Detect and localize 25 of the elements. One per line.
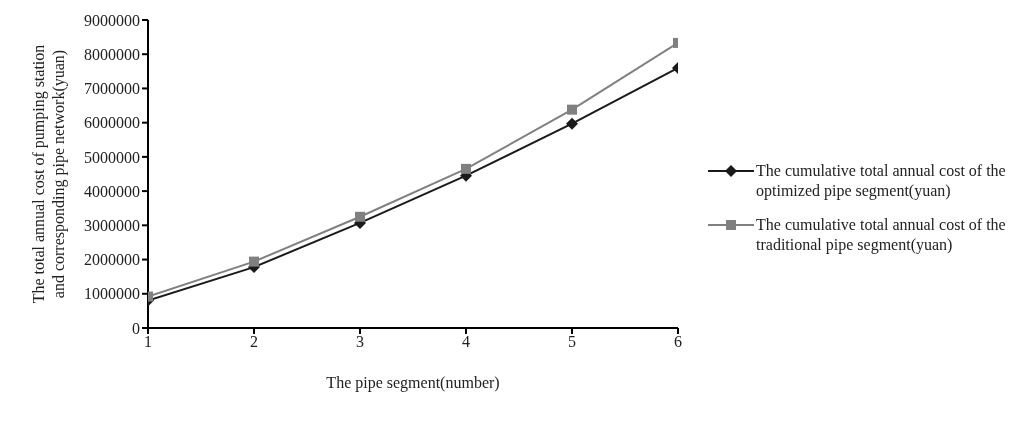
point	[461, 163, 471, 174]
x-tick-label: 4	[462, 333, 470, 351]
y-axis-title: The total annual cost of pumping station and corresponding pipe network(yuan)	[30, 44, 68, 304]
x-tick-label: 2	[250, 333, 258, 351]
legend-label: The cumulative total annual cost of the traditional pipe segment(yuan)	[756, 215, 1007, 255]
y-tick-label: 1000000	[84, 285, 140, 303]
y-tick-label: 5000000	[84, 148, 140, 166]
point	[566, 117, 578, 130]
x-axis-title: The pipe segment(number)	[326, 374, 500, 392]
y-tick-label: 4000000	[84, 182, 140, 200]
point	[567, 104, 577, 115]
legend-label: The cumulative total annual cost of the optimized pipe segment(yuan)	[756, 161, 1007, 201]
point	[355, 211, 365, 222]
y-tick-label: 2000000	[84, 251, 140, 269]
x-tick-label: 3	[356, 333, 364, 351]
y-tick-label: 9000000	[84, 11, 140, 29]
y-tick-label: 7000000	[84, 80, 140, 98]
x-tick-label: 1	[144, 333, 152, 351]
y-tick-label: 6000000	[84, 114, 140, 132]
x-tick-label: 5	[568, 333, 576, 351]
x-tick-label: 6	[674, 333, 682, 351]
y-tick-label: 3000000	[84, 217, 140, 235]
y-tick-label: 8000000	[84, 45, 140, 63]
y-tick-label: 0	[132, 319, 140, 337]
point	[249, 256, 259, 267]
